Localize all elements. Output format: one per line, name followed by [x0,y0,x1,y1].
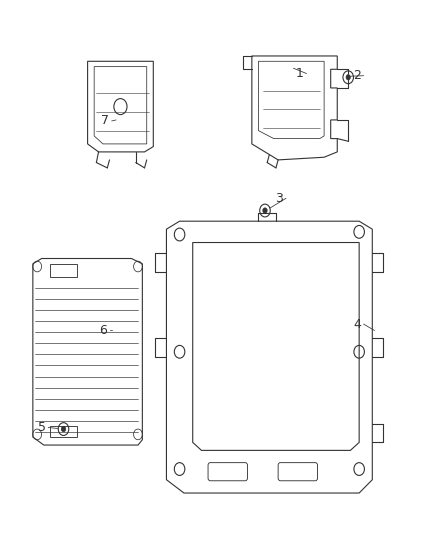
Text: 3: 3 [276,192,283,205]
Text: 6: 6 [99,324,107,337]
Text: 1: 1 [296,67,304,80]
Circle shape [263,208,267,213]
Text: 5: 5 [38,421,46,434]
Circle shape [61,426,66,432]
Text: 2: 2 [353,69,361,82]
Text: 7: 7 [101,115,109,127]
Circle shape [346,75,350,80]
Text: 4: 4 [353,318,361,330]
